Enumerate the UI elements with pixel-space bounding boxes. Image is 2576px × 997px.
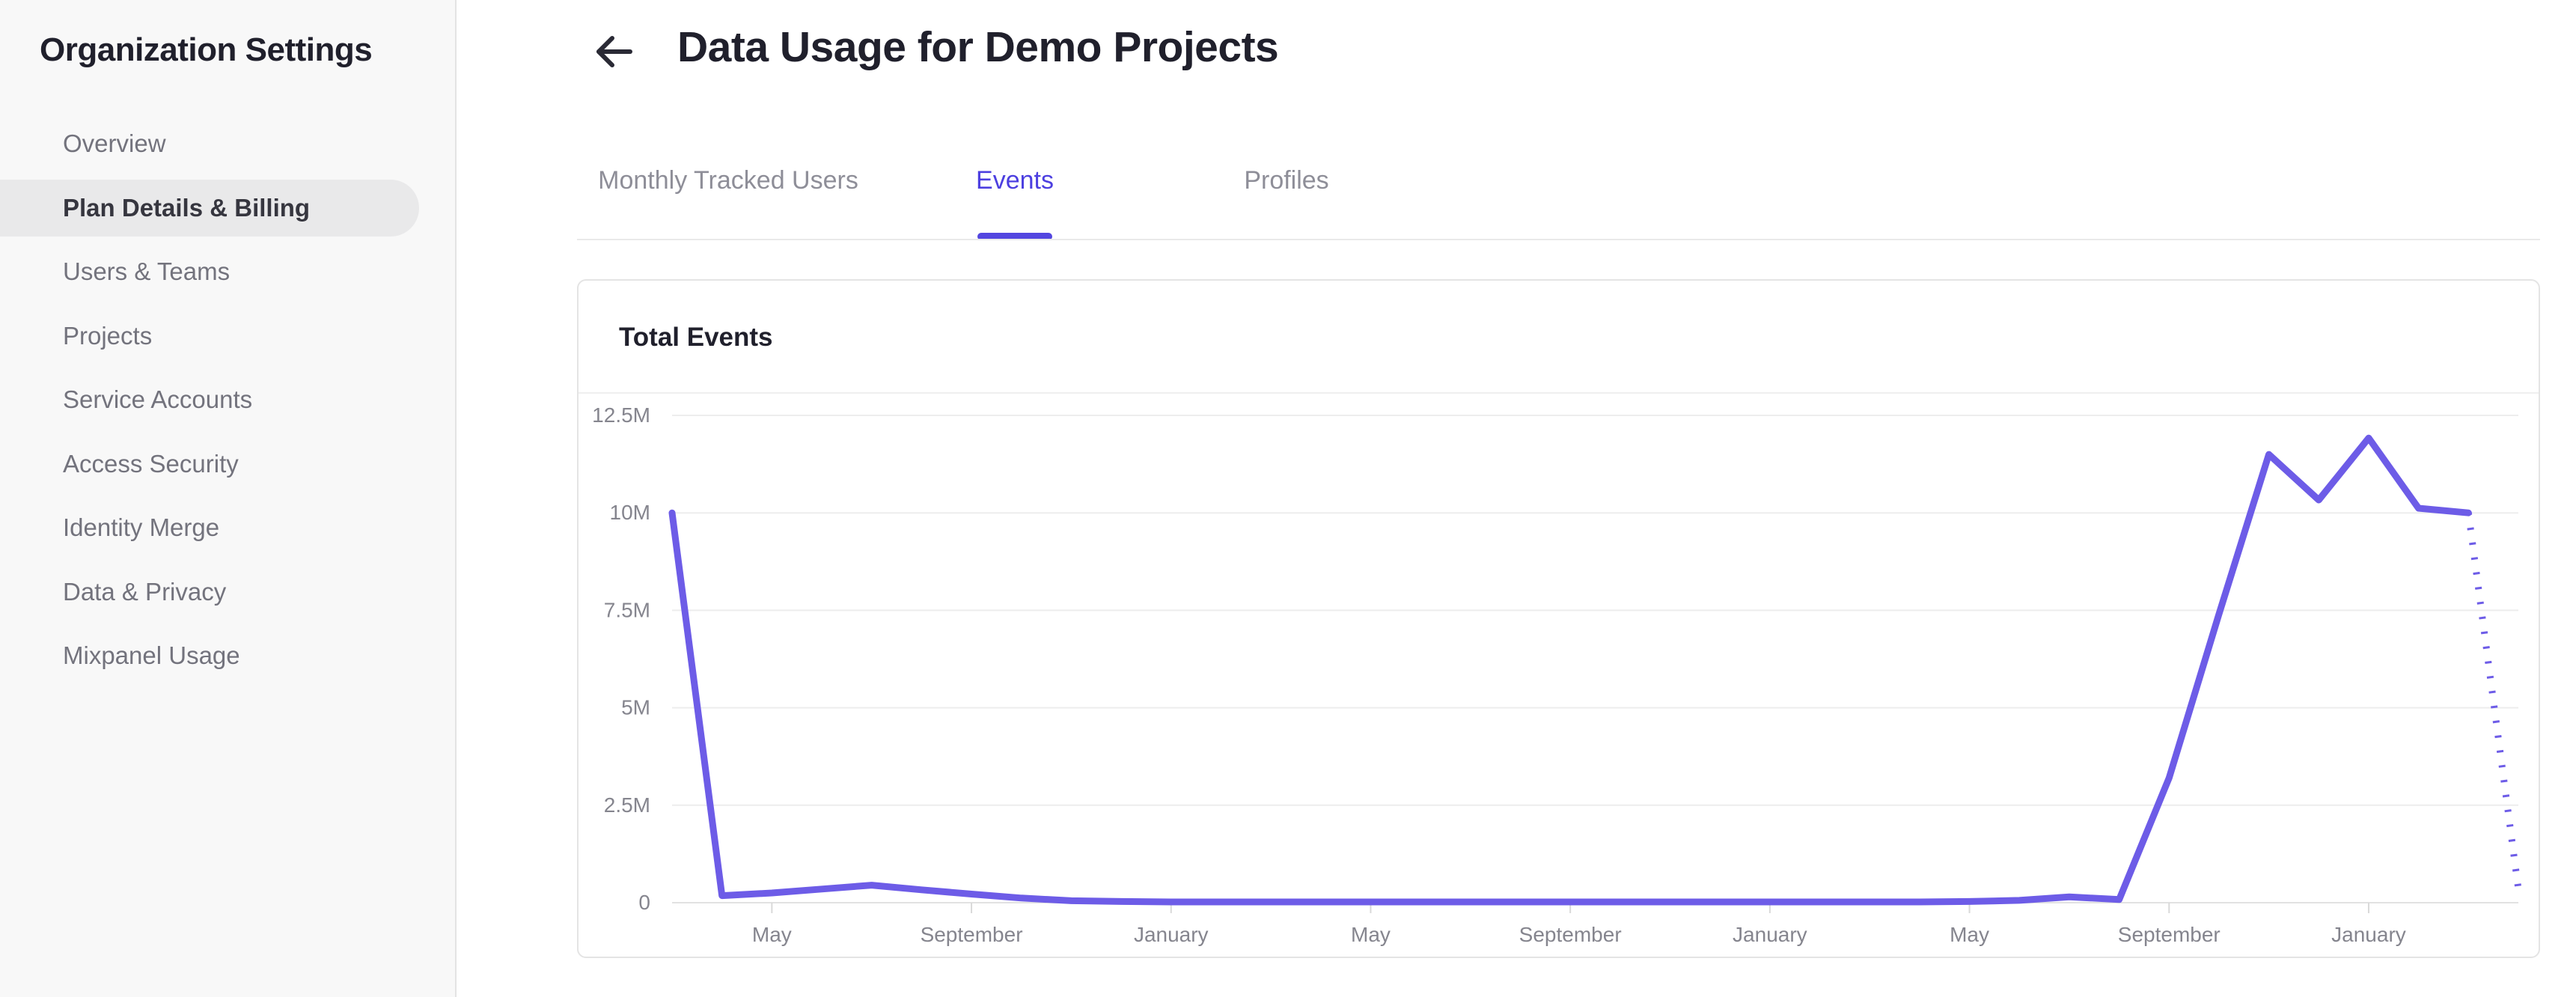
tab-events[interactable]: Events — [976, 166, 1054, 195]
y-axis-label: 2.5M — [604, 793, 650, 817]
sidebar-item-users-teams[interactable]: Users & Teams — [63, 257, 231, 285]
sidebar-item-access-security[interactable]: Access Security — [63, 449, 239, 478]
y-axis-label: 5M — [621, 696, 650, 719]
sidebar-item-service-accounts[interactable]: Service Accounts — [63, 385, 253, 413]
tab-monthly-tracked-users[interactable]: Monthly Tracked Users — [598, 166, 858, 195]
x-axis-label: September — [2118, 923, 2221, 946]
x-axis-label: January — [1733, 923, 1807, 946]
x-axis-label: January — [2331, 923, 2406, 946]
x-axis-label: January — [1134, 923, 1209, 946]
sidebar-item-data-privacy[interactable]: Data & Privacy — [63, 577, 227, 606]
total-events-line-chart: 12.5M 10M 7.5M 5M 2.5M 0 May September January Ma… — [592, 403, 2522, 946]
x-axis-label: May — [1950, 923, 1989, 946]
sidebar-item-mixpanel-usage[interactable]: Mixpanel Usage — [63, 641, 240, 669]
tab-bar-divider — [577, 239, 2540, 240]
sidebar-item-projects[interactable]: Projects — [63, 321, 153, 350]
y-axis-label: 0 — [638, 891, 650, 914]
y-axis-label: 12.5M — [592, 403, 650, 427]
tab-profiles[interactable]: Profiles — [1244, 166, 1329, 195]
sidebar-item-plan-details-billing[interactable]: Plan Details & Billing — [0, 179, 419, 237]
x-axis-label: May — [752, 923, 792, 946]
sidebar-item-overview[interactable]: Overview — [63, 129, 166, 157]
chart-title: Total Events — [619, 323, 773, 352]
x-axis-label: May — [1351, 923, 1391, 946]
events-series-line — [668, 434, 2472, 906]
card-header: Total Events — [579, 281, 2539, 394]
total-events-card: Total Events 12.5M 10M 7.5M 5M 2.5M 0 May Septe… — [577, 279, 2540, 958]
x-axis-label: September — [1519, 923, 1622, 946]
back-arrow-icon — [596, 36, 632, 67]
sidebar-item-identity-merge[interactable]: Identity Merge — [63, 513, 220, 541]
sidebar: Organization Settings Overview Plan Detai… — [0, 0, 457, 997]
x-axis-label: September — [921, 923, 1023, 946]
active-tab-indicator — [977, 233, 1052, 240]
sidebar-title: Organization Settings — [40, 31, 373, 68]
back-button[interactable] — [590, 28, 638, 75]
page-title: Data Usage for Demo Projects — [677, 23, 1279, 71]
y-axis-label: 10M — [610, 501, 650, 524]
y-axis-label: 7.5M — [604, 598, 650, 621]
events-series-projection-dotted — [2464, 512, 2522, 890]
